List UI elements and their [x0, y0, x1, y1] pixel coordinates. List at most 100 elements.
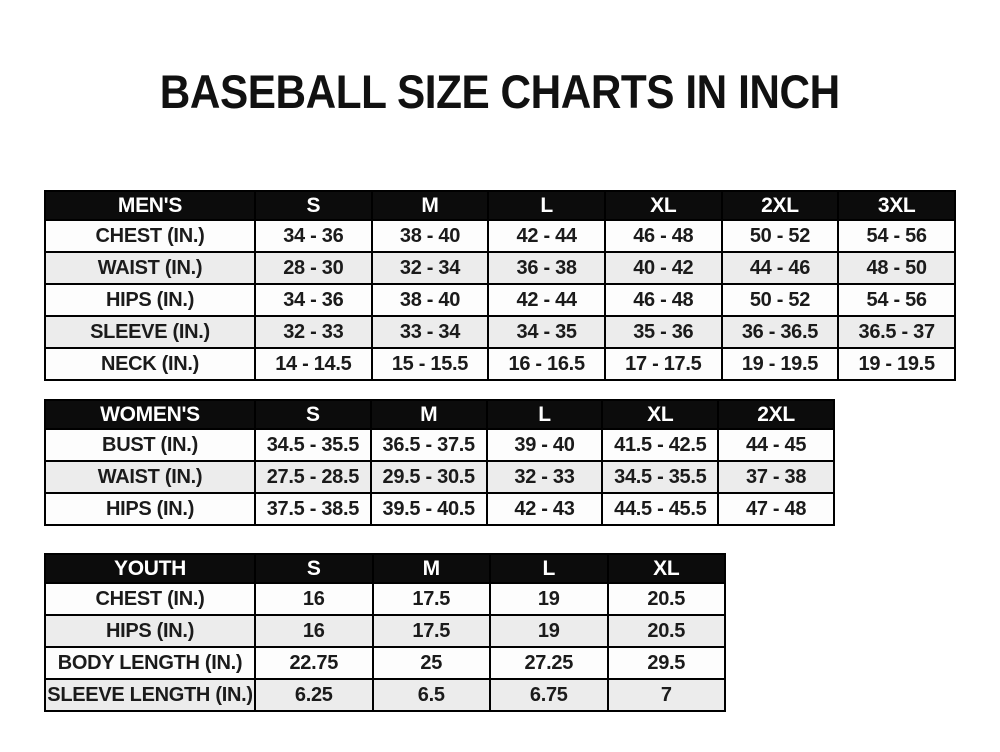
- size-value-cell: 25: [371, 646, 491, 680]
- size-value-cell: 6.25: [254, 678, 374, 712]
- size-value-cell: 44.5 - 45.5: [601, 492, 720, 526]
- table-title-cell: MEN'S: [44, 190, 256, 221]
- size-value-cell: 6.5: [371, 678, 491, 712]
- table-row: CHEST (IN.) 16 17.5 19 20.5: [44, 582, 726, 616]
- size-value-cell: 39 - 40: [485, 428, 604, 462]
- size-value-cell: 7: [606, 678, 726, 712]
- column-header-cell: S: [254, 399, 372, 430]
- column-header-cell: M: [369, 399, 488, 430]
- row-label-cell: SLEEVE LENGTH (IN.): [44, 678, 256, 712]
- table-row: SLEEVE LENGTH (IN.) 6.25 6.5 6.75 7: [44, 678, 726, 712]
- size-value-cell: 54 - 56: [837, 219, 956, 253]
- size-value-cell: 54 - 56: [837, 283, 956, 317]
- size-value-cell: 34 - 36: [254, 219, 373, 253]
- header-row: WOMEN'S S M L XL 2XL: [44, 399, 835, 430]
- column-header-cell: S: [254, 553, 374, 584]
- header-row: MEN'S S M L XL 2XL 3XL: [44, 190, 956, 221]
- size-value-cell: 29.5 - 30.5: [369, 460, 488, 494]
- size-value-cell: 41.5 - 42.5: [601, 428, 720, 462]
- size-value-cell: 32 - 34: [370, 251, 490, 285]
- table-row: BUST (IN.) 34.5 - 35.5 36.5 - 37.5 39 - 40 4…: [44, 428, 835, 462]
- table-row: WAIST (IN.) 28 - 30 32 - 34 36 - 38 40 - 42 4…: [44, 251, 956, 285]
- column-header-cell: XL: [606, 553, 726, 584]
- size-value-cell: 50 - 52: [720, 219, 840, 253]
- page-title-text: BASEBALL SIZE CHARTS IN INCH: [160, 65, 840, 118]
- size-value-cell: 44 - 46: [720, 251, 840, 285]
- size-value-cell: 33 - 34: [370, 315, 490, 349]
- size-value-cell: 20.5: [606, 614, 726, 648]
- table-title-cell: YOUTH: [44, 553, 256, 584]
- column-header-cell: S: [254, 190, 373, 221]
- size-value-cell: 38 - 40: [370, 219, 490, 253]
- row-label-cell: HIPS (IN.): [44, 283, 256, 317]
- size-value-cell: 42 - 44: [487, 283, 606, 317]
- size-value-cell: 32 - 33: [254, 315, 373, 349]
- size-value-cell: 37 - 38: [717, 460, 835, 494]
- column-header-cell: M: [371, 553, 491, 584]
- table-title-cell: WOMEN'S: [44, 399, 256, 430]
- size-value-cell: 17.5: [371, 582, 491, 616]
- size-value-cell: 14 - 14.5: [254, 347, 373, 381]
- size-value-cell: 46 - 48: [603, 283, 723, 317]
- size-value-cell: 46 - 48: [603, 219, 723, 253]
- size-value-cell: 34 - 35: [487, 315, 606, 349]
- size-value-cell: 20.5: [606, 582, 726, 616]
- size-value-cell: 40 - 42: [603, 251, 723, 285]
- size-value-cell: 36.5 - 37: [837, 315, 956, 349]
- size-value-cell: 38 - 40: [370, 283, 490, 317]
- page-title: BASEBALL SIZE CHARTS IN INCH: [0, 64, 1000, 119]
- size-value-cell: 34.5 - 35.5: [254, 428, 372, 462]
- table-row: WAIST (IN.) 27.5 - 28.5 29.5 - 30.5 32 - 33…: [44, 460, 835, 494]
- table-row: BODY LENGTH (IN.) 22.75 25 27.25 29.5: [44, 646, 726, 680]
- table-row: HIPS (IN.) 34 - 36 38 - 40 42 - 44 46 - 48 50…: [44, 283, 956, 317]
- size-value-cell: 35 - 36: [603, 315, 723, 349]
- column-header-cell: L: [489, 553, 609, 584]
- row-label-cell: HIPS (IN.): [44, 614, 256, 648]
- size-value-cell: 19 - 19.5: [837, 347, 956, 381]
- row-label-cell: SLEEVE (IN.): [44, 315, 256, 349]
- table-row: CHEST (IN.) 34 - 36 38 - 40 42 - 44 46 - 48 5…: [44, 219, 956, 253]
- header-row: YOUTH S M L XL: [44, 553, 726, 584]
- womens-size-table: WOMEN'S S M L XL 2XL BUST (IN.) 34.5 - 35.5 36.5…: [44, 399, 835, 526]
- size-value-cell: 48 - 50: [837, 251, 956, 285]
- column-header-cell: L: [487, 190, 606, 221]
- size-value-cell: 37.5 - 38.5: [254, 492, 372, 526]
- table-row: HIPS (IN.) 16 17.5 19 20.5: [44, 614, 726, 648]
- column-header-cell: 2XL: [717, 399, 835, 430]
- size-value-cell: 27.5 - 28.5: [254, 460, 372, 494]
- size-value-cell: 16 - 16.5: [487, 347, 606, 381]
- column-header-cell: XL: [601, 399, 720, 430]
- size-value-cell: 36.5 - 37.5: [369, 428, 488, 462]
- size-value-cell: 17 - 17.5: [603, 347, 723, 381]
- size-value-cell: 39.5 - 40.5: [369, 492, 488, 526]
- size-value-cell: 16: [254, 582, 374, 616]
- size-value-cell: 50 - 52: [720, 283, 840, 317]
- size-value-cell: 17.5: [371, 614, 491, 648]
- size-value-cell: 42 - 43: [485, 492, 604, 526]
- row-label-cell: CHEST (IN.): [44, 582, 256, 616]
- column-header-cell: L: [485, 399, 604, 430]
- size-value-cell: 44 - 45: [717, 428, 835, 462]
- size-value-cell: 36 - 36.5: [720, 315, 840, 349]
- size-value-cell: 42 - 44: [487, 219, 606, 253]
- row-label-cell: CHEST (IN.): [44, 219, 256, 253]
- size-value-cell: 29.5: [606, 646, 726, 680]
- size-value-cell: 34 - 36: [254, 283, 373, 317]
- size-value-cell: 47 - 48: [717, 492, 835, 526]
- row-label-cell: BUST (IN.): [44, 428, 256, 462]
- size-value-cell: 19: [489, 614, 609, 648]
- column-header-cell: M: [370, 190, 490, 221]
- row-label-cell: NECK (IN.): [44, 347, 256, 381]
- youth-size-table: YOUTH S M L XL CHEST (IN.) 16 17.5 19 20.5 HIPS (I…: [44, 553, 726, 712]
- column-header-cell: XL: [603, 190, 723, 221]
- size-value-cell: 22.75: [254, 646, 374, 680]
- size-value-cell: 34.5 - 35.5: [601, 460, 720, 494]
- size-value-cell: 15 - 15.5: [370, 347, 490, 381]
- table-row: HIPS (IN.) 37.5 - 38.5 39.5 - 40.5 42 - 43 4…: [44, 492, 835, 526]
- table-row: NECK (IN.) 14 - 14.5 15 - 15.5 16 - 16.5 17 …: [44, 347, 956, 381]
- size-value-cell: 27.25: [489, 646, 609, 680]
- row-label-cell: HIPS (IN.): [44, 492, 256, 526]
- size-value-cell: 19: [489, 582, 609, 616]
- mens-size-table: MEN'S S M L XL 2XL 3XL CHEST (IN.) 34 - 36 38 - 4…: [44, 190, 956, 381]
